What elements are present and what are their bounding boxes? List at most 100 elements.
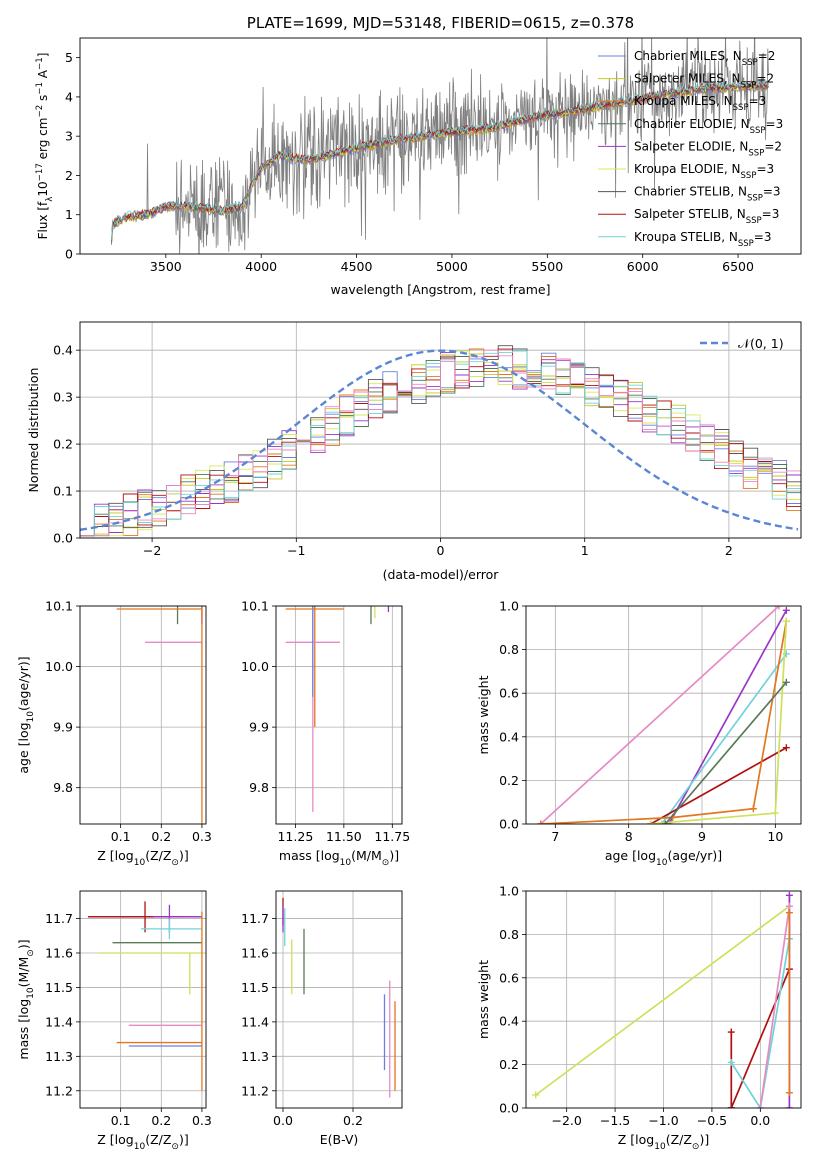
weight-age-frame bbox=[525, 605, 802, 825]
weight-z-xlabel-part: (Z/Z bbox=[666, 1132, 692, 1147]
age-z-frame bbox=[79, 605, 207, 825]
weight-z-marker bbox=[785, 1089, 793, 1097]
age-z-ytick-label: 10.0 bbox=[45, 659, 73, 674]
weight-z-ytick-label: 0.2 bbox=[499, 1057, 519, 1072]
weight-z-xlabel-part: ⊙ bbox=[692, 1142, 700, 1152]
mass-z-ylabel-part: mass [log bbox=[16, 999, 31, 1060]
mass-z-ytick-label: 11.2 bbox=[45, 1083, 73, 1098]
age-z-ytick-label: 9.9 bbox=[53, 720, 73, 735]
spectrum-ytick-label: 3 bbox=[65, 129, 73, 144]
legend-label-suffix: =2 bbox=[764, 139, 782, 153]
weight-z-marker bbox=[727, 1058, 735, 1066]
mass-ebv-ytick-label: 11.4 bbox=[241, 1014, 269, 1029]
age-mass-xlabel-part: 10 bbox=[340, 858, 352, 868]
spectrum-xtick-label: 4000 bbox=[245, 259, 277, 274]
weight-z-marker bbox=[756, 1104, 764, 1108]
spectrum-ytick-label: 0 bbox=[65, 247, 73, 262]
residual-xlabel: (data-model)/error bbox=[383, 567, 500, 582]
age-z-xlabel-part: (Z/Z bbox=[145, 848, 171, 863]
weight-z-marker bbox=[785, 909, 793, 917]
weight-z-xlabel-part: 10 bbox=[654, 1142, 666, 1152]
age-mass-ytick-label: 10.1 bbox=[241, 599, 269, 614]
weight-z-marker bbox=[785, 1104, 793, 1108]
spectrum-model-line bbox=[111, 79, 769, 242]
age-z-xlabel-part: )] bbox=[179, 848, 189, 863]
mass-z-xtick-label: 0.2 bbox=[151, 1113, 171, 1128]
spectrum-legend-label: Chabrier MILES, NSSP=2 bbox=[634, 49, 775, 68]
age-mass-xtick-label: 11.25 bbox=[277, 829, 313, 844]
age-mass-frame bbox=[275, 605, 403, 825]
age-mass-xlabel-part: )] bbox=[389, 848, 399, 863]
legend-label-sub: SSP bbox=[741, 171, 757, 181]
residual-ytick-label: 0.1 bbox=[53, 484, 73, 499]
age-z-ylabel-part: 10 bbox=[26, 711, 36, 723]
spectrum-xtick-label: 6500 bbox=[722, 259, 754, 274]
mass-z-ylabel-part: 10 bbox=[26, 987, 36, 999]
gaussian-curve bbox=[80, 349, 799, 531]
age-mass-xtick-label: 11.50 bbox=[326, 829, 362, 844]
spectrum-ylabel-part: −2 bbox=[35, 105, 45, 118]
legend-label-sub: SSP bbox=[738, 239, 754, 249]
spectrum-legend-label: Kroupa STELIB, NSSP=3 bbox=[634, 230, 772, 249]
age-z-ylabel-part: (age/yr)] bbox=[16, 656, 31, 711]
weight-age-series-line bbox=[661, 653, 787, 824]
spectrum-model-line bbox=[111, 79, 769, 241]
weight-age-xlabel-part: age [log bbox=[605, 848, 656, 863]
weight-z-marker bbox=[532, 1091, 540, 1099]
residual-ylabel: Normed distribution bbox=[26, 368, 41, 493]
weight-age-marker bbox=[782, 617, 790, 625]
weight-z-marker bbox=[785, 902, 793, 910]
age-mass-ytick-label: 10.0 bbox=[241, 659, 269, 674]
legend-label-sub: SSP bbox=[748, 148, 764, 158]
spectrum-ylabel-part: −1 bbox=[35, 82, 45, 95]
mass-ebv-xtick-label: 0.2 bbox=[343, 1113, 363, 1128]
mass-z-axes: 0.1 0.2 0.311.211.311.411.511.611.7Z [log1… bbox=[16, 890, 212, 1152]
age-mass-xtick-label: 11.75 bbox=[374, 829, 410, 844]
legend-label-suffix: =3 bbox=[749, 94, 767, 108]
mass-ebv-frame bbox=[275, 890, 403, 1109]
spectrum-xtick-label: 5500 bbox=[531, 259, 563, 274]
legend-label-main: Salpeter ELODIE, N bbox=[634, 139, 748, 153]
weight-age-ytick-label: 0.2 bbox=[499, 773, 519, 788]
weight-z-xlabel-part: )] bbox=[699, 1132, 709, 1147]
spectrum-ylabel-part: λ bbox=[45, 197, 55, 202]
weight-z-xtick-label: −1.0 bbox=[648, 1113, 678, 1128]
mass-z-ylabel-part: (M/M bbox=[16, 957, 31, 988]
mass-ebv-ytick-label: 11.2 bbox=[241, 1083, 269, 1098]
legend-label-main: Chabrier ELODIE, N bbox=[634, 117, 750, 131]
age-mass-xlabel-part: ⊙ bbox=[382, 858, 390, 868]
age-z-xtick-label: 0.2 bbox=[151, 829, 171, 844]
age-z-ylabel: age [log10(age/yr)] bbox=[16, 656, 36, 773]
age-z-ylabel-part: age [log bbox=[16, 722, 31, 773]
age-mass-xlabel-part: (M/M bbox=[351, 848, 382, 863]
mass-ebv-ytick-label: 11.3 bbox=[241, 1049, 269, 1064]
mass-z-xtick-label: 0.1 bbox=[111, 1113, 131, 1128]
age-z-ytick-label: 9.8 bbox=[53, 780, 73, 795]
age-z-xtick-label: 0.1 bbox=[111, 829, 131, 844]
spectrum-legend-label: Salpeter ELODIE, NSSP=2 bbox=[634, 139, 782, 158]
weight-z-xtick-label: 0.0 bbox=[750, 1113, 770, 1128]
spectrum-ytick-label: 1 bbox=[65, 207, 73, 222]
weight-age-marker bbox=[782, 744, 790, 752]
spectrum-ylabel-part: s bbox=[36, 95, 50, 105]
age-z-xlabel-part: 10 bbox=[134, 858, 146, 868]
age-mass-ytick-label: 9.9 bbox=[249, 720, 269, 735]
legend-label-main: Chabrier MILES, N bbox=[634, 49, 742, 63]
weight-age-series-line bbox=[650, 746, 787, 824]
mass-ebv-plot-area bbox=[282, 897, 396, 1098]
mass-z-xlabel-part: ⊙ bbox=[171, 1142, 179, 1152]
weight-age-xtick-label: 7 bbox=[551, 829, 559, 844]
weight-z-plot-area bbox=[532, 891, 793, 1108]
mass-ebv-axes: 0.0 0.2 11.2 11.3 11.4 11.5 11.6 11.7 E(B-V) bbox=[241, 890, 403, 1147]
weight-age-ytick-label: 0.6 bbox=[499, 686, 519, 701]
residual-histogram-series bbox=[80, 349, 801, 537]
residual-xtick-label: 2 bbox=[725, 543, 733, 558]
mass-ebv-ytick-label: 11.7 bbox=[241, 911, 269, 926]
weight-z-axes: −2.0 −1.5 −1.0 −0.5 0.0 0.0 0.2 0.4 0.6 0.8 1.0 Z [… bbox=[476, 884, 802, 1152]
weight-z-ylabel: mass weight bbox=[476, 960, 491, 1039]
weight-age-marker bbox=[782, 678, 790, 686]
weight-age-series-line bbox=[650, 621, 788, 824]
spectrum-xtick-label: 4500 bbox=[341, 259, 373, 274]
